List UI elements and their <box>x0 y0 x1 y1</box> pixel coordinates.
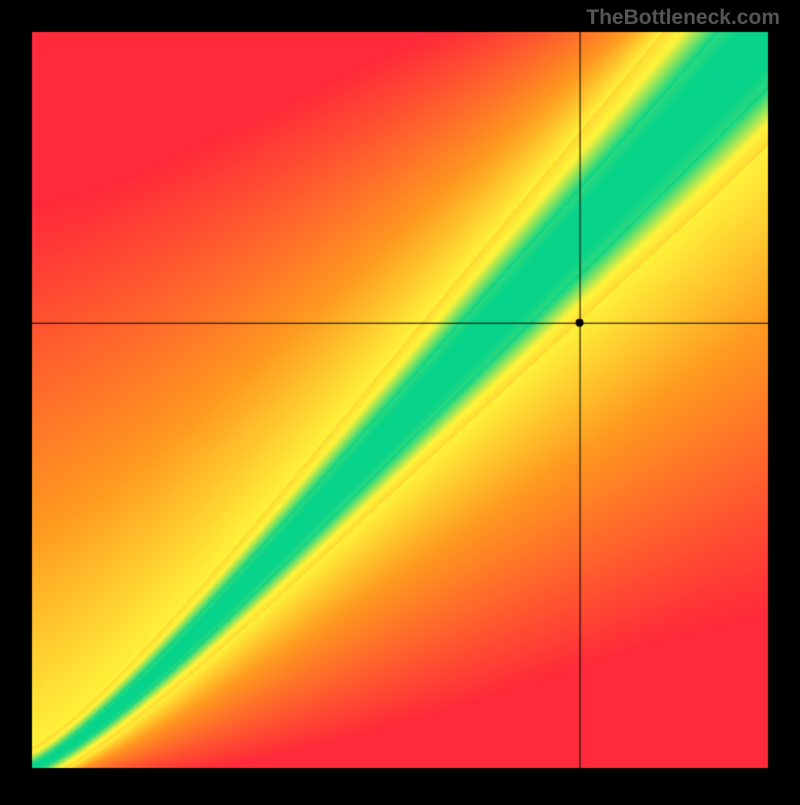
watermark-label: TheBottleneck.com <box>586 6 780 30</box>
bottleneck-heatmap <box>0 0 800 800</box>
heatmap-container <box>0 0 800 805</box>
